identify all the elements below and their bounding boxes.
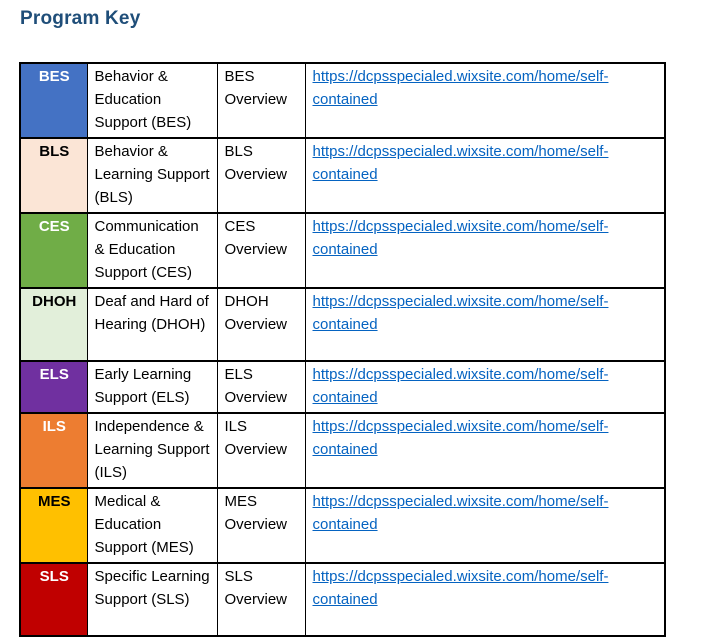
- program-link-cell: https://dcpsspecialed.wixsite.com/home/s…: [304, 287, 666, 362]
- table-row: CES Communication & Education Support (C…: [19, 212, 666, 289]
- program-link-cell: https://dcpsspecialed.wixsite.com/home/s…: [304, 212, 666, 289]
- program-link[interactable]: https://dcpsspecialed.wixsite.com/home/s…: [312, 493, 609, 533]
- program-overview: BES Overview: [216, 62, 306, 139]
- program-link[interactable]: https://dcpsspecialed.wixsite.com/home/s…: [312, 293, 609, 333]
- program-code-cell: ELS: [19, 360, 88, 414]
- program-link[interactable]: https://dcpsspecialed.wixsite.com/home/s…: [312, 418, 609, 458]
- table-row: ELS Early Learning Support (ELS) ELS Ove…: [19, 360, 666, 414]
- program-link[interactable]: https://dcpsspecialed.wixsite.com/home/s…: [312, 218, 609, 258]
- program-link[interactable]: https://dcpsspecialed.wixsite.com/home/s…: [312, 68, 609, 108]
- table-row: DHOH Deaf and Hard of Hearing (DHOH) DHO…: [19, 287, 666, 362]
- page-title: Program Key: [20, 8, 141, 29]
- program-link-cell: https://dcpsspecialed.wixsite.com/home/s…: [304, 412, 666, 489]
- program-link[interactable]: https://dcpsspecialed.wixsite.com/home/s…: [312, 568, 609, 608]
- program-description: Medical & Education Support (MES): [86, 487, 218, 564]
- program-overview: ELS Overview: [216, 360, 306, 414]
- program-link-cell: https://dcpsspecialed.wixsite.com/home/s…: [304, 137, 666, 214]
- program-link-cell: https://dcpsspecialed.wixsite.com/home/s…: [304, 62, 666, 139]
- program-code-cell: ILS: [19, 412, 88, 489]
- program-overview: SLS Overview: [216, 562, 306, 637]
- program-description: Independence & Learning Support (ILS): [86, 412, 218, 489]
- program-link-cell: https://dcpsspecialed.wixsite.com/home/s…: [304, 360, 666, 414]
- program-link[interactable]: https://dcpsspecialed.wixsite.com/home/s…: [312, 366, 609, 406]
- program-description: Behavior & Education Support (BES): [86, 62, 218, 139]
- program-code-cell: BES: [19, 62, 88, 139]
- table-row: SLS Specific Learning Support (SLS) SLS …: [19, 562, 666, 637]
- program-overview: BLS Overview: [216, 137, 306, 214]
- program-link-cell: https://dcpsspecialed.wixsite.com/home/s…: [304, 562, 666, 637]
- program-overview: ILS Overview: [216, 412, 306, 489]
- program-overview: MES Overview: [216, 487, 306, 564]
- table-row: MES Medical & Education Support (MES) ME…: [19, 487, 666, 564]
- program-code-cell: SLS: [19, 562, 88, 637]
- program-code-cell: DHOH: [19, 287, 88, 362]
- program-description: Early Learning Support (ELS): [86, 360, 218, 414]
- table-row: BLS Behavior & Learning Support (BLS) BL…: [19, 137, 666, 214]
- program-table-body: BES Behavior & Education Support (BES) B…: [19, 62, 666, 637]
- program-link-cell: https://dcpsspecialed.wixsite.com/home/s…: [304, 487, 666, 564]
- table-row: BES Behavior & Education Support (BES) B…: [19, 62, 666, 139]
- program-description: Specific Learning Support (SLS): [86, 562, 218, 637]
- program-key-table: BES Behavior & Education Support (BES) B…: [19, 62, 666, 637]
- program-description: Communication & Education Support (CES): [86, 212, 218, 289]
- program-description: Deaf and Hard of Hearing (DHOH): [86, 287, 218, 362]
- program-overview: CES Overview: [216, 212, 306, 289]
- table-row: ILS Independence & Learning Support (ILS…: [19, 412, 666, 489]
- program-code-cell: BLS: [19, 137, 88, 214]
- program-code-cell: CES: [19, 212, 88, 289]
- program-overview: DHOH Overview: [216, 287, 306, 362]
- program-description: Behavior & Learning Support (BLS): [86, 137, 218, 214]
- program-code-cell: MES: [19, 487, 88, 564]
- program-link[interactable]: https://dcpsspecialed.wixsite.com/home/s…: [312, 143, 609, 183]
